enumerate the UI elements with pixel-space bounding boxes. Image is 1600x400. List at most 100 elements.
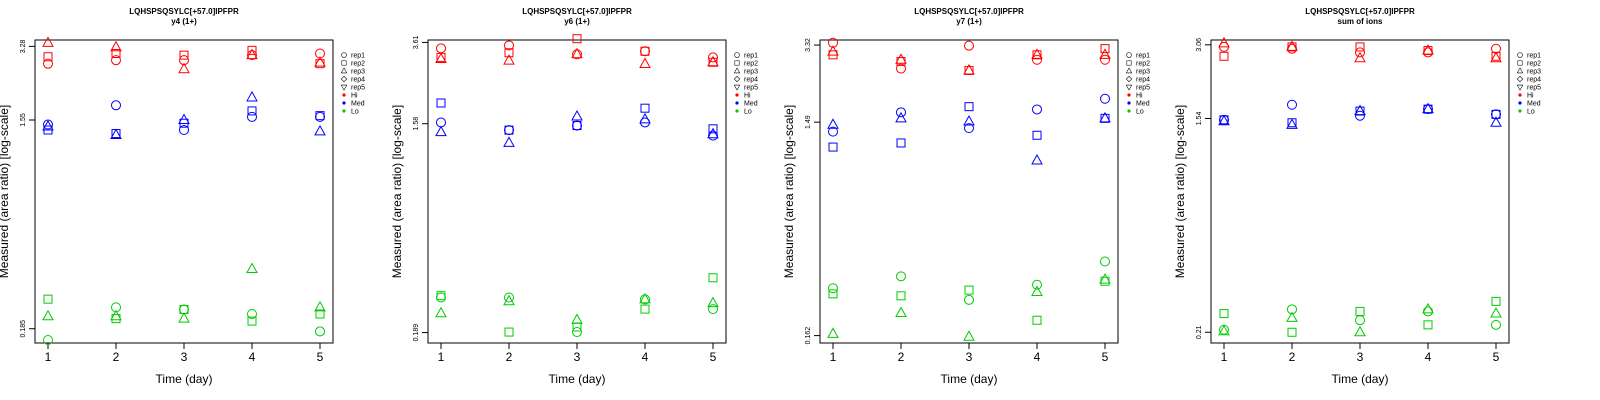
data-point	[828, 283, 838, 294]
legend-symbol	[340, 67, 348, 74]
y-axis-label: Measured (area ratio) [log-scale]	[0, 105, 11, 278]
data-point	[1287, 43, 1297, 54]
data-point	[640, 46, 650, 56]
data-point	[178, 113, 190, 124]
x-tick-label: 3	[966, 350, 973, 364]
data-point	[314, 124, 326, 136]
data-point	[436, 43, 446, 54]
data-point	[110, 128, 122, 140]
legend-symbol	[342, 93, 346, 97]
data-point	[572, 120, 582, 131]
data-point	[964, 294, 974, 305]
data-point	[828, 142, 838, 152]
data-point	[896, 271, 906, 282]
data-point	[707, 296, 719, 308]
legend-symbol	[735, 93, 739, 97]
x-tick-label: 4	[642, 350, 649, 364]
legend-label: rep4	[744, 77, 758, 84]
chart-title: LQHSPSQSYLC[+57.0]IPFPR	[522, 7, 632, 16]
y-tick-label: 3.06	[1196, 38, 1203, 52]
data-point	[178, 62, 190, 74]
legend-label: rep2	[1527, 61, 1541, 68]
x-tick-label: 4	[1034, 350, 1041, 364]
data-point	[43, 58, 53, 69]
data-point	[247, 45, 257, 55]
legend-label: rep1	[744, 53, 758, 60]
data-point	[1287, 327, 1297, 337]
data-point	[828, 289, 838, 299]
legend-label: rep3	[1136, 69, 1150, 76]
data-point	[435, 125, 447, 137]
legend-label: rep2	[744, 61, 758, 68]
chart-title: LQHSPSQSYLC[+57.0]IPFPR	[129, 7, 239, 16]
data-point	[708, 52, 718, 63]
data-point	[179, 124, 189, 135]
legend-symbol	[733, 84, 741, 91]
data-point	[504, 48, 514, 58]
legend-label: Med	[744, 101, 758, 108]
data-point	[964, 123, 974, 134]
data-point	[1218, 36, 1230, 48]
legend-symbol	[1516, 67, 1524, 74]
plot-frame	[1210, 39, 1510, 344]
data-point	[247, 316, 257, 326]
series-med	[827, 93, 1111, 165]
data-point	[964, 102, 974, 112]
data-point	[896, 107, 906, 118]
series-med	[1218, 99, 1502, 129]
data-point	[640, 46, 650, 57]
legend-symbol	[1127, 93, 1131, 97]
data-point	[1287, 304, 1297, 315]
data-point	[639, 292, 651, 304]
series-hi	[1218, 36, 1502, 63]
legend-symbol	[340, 84, 348, 91]
x-tick-label: 3	[1357, 350, 1364, 364]
data-point	[707, 55, 719, 67]
data-point	[1218, 114, 1230, 126]
data-point	[1286, 118, 1298, 129]
x-tick-label: 4	[1425, 350, 1432, 364]
data-point	[572, 322, 582, 332]
x-tick-label: 5	[1493, 350, 1500, 364]
y-tick-label: 3.61	[413, 36, 420, 50]
data-point	[1287, 99, 1297, 110]
data-point	[314, 300, 326, 312]
legend-label: rep3	[351, 69, 365, 76]
legend-label: Med	[1527, 101, 1541, 108]
series-hi	[827, 37, 1111, 75]
data-point	[1286, 40, 1298, 51]
legend-symbol	[1518, 101, 1522, 105]
data-point	[178, 312, 190, 323]
x-tick-label: 3	[574, 350, 581, 364]
data-point	[895, 53, 907, 64]
data-point	[1354, 104, 1366, 116]
legend-label: Lo	[744, 109, 752, 116]
data-point	[1031, 285, 1043, 296]
data-point	[1099, 111, 1111, 123]
legend-label: rep2	[1136, 61, 1150, 68]
legend-label: rep4	[1527, 77, 1541, 84]
y-tick-label: 0.162	[805, 327, 812, 345]
x-tick-label: 4	[249, 350, 256, 364]
data-point	[504, 125, 514, 135]
legend-label: rep2	[351, 61, 365, 68]
legend-symbol	[1127, 109, 1131, 113]
data-point	[571, 109, 583, 121]
legend-symbol	[1125, 67, 1133, 74]
y-axis-label: Measured (area ratio) [log-scale]	[390, 105, 404, 278]
data-point	[1355, 47, 1365, 58]
data-point	[246, 48, 258, 60]
legend-label: rep3	[1527, 69, 1541, 76]
data-point	[42, 309, 54, 321]
series-med	[435, 98, 719, 147]
legend-label: Lo	[1136, 109, 1144, 116]
data-point	[1423, 47, 1433, 58]
x-tick-label: 2	[113, 350, 120, 364]
x-tick-label: 5	[710, 350, 717, 364]
legend-symbol	[734, 52, 740, 58]
legend-label: rep1	[1527, 53, 1541, 60]
